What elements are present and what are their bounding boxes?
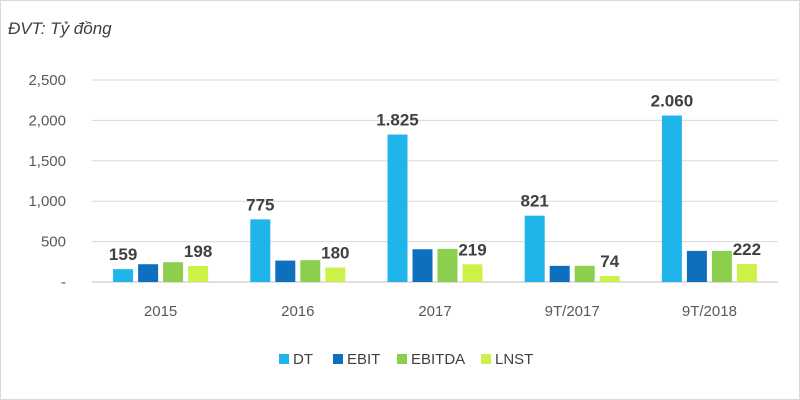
bar-dt xyxy=(250,219,271,282)
bar-lnst xyxy=(736,264,757,282)
y-tick-label: 500 xyxy=(41,234,66,251)
x-tick-label: 2017 xyxy=(418,303,451,320)
x-tick-label: 9T/2017 xyxy=(545,303,600,320)
bar-dt xyxy=(661,115,682,282)
legend-label: EBIT xyxy=(347,351,380,368)
bar-lnst xyxy=(188,266,209,282)
x-tick-label: 2015 xyxy=(144,303,177,320)
bar-ebitda xyxy=(711,250,732,282)
bar-ebit xyxy=(412,249,433,282)
bar-lnst xyxy=(462,264,483,282)
legend-swatch xyxy=(481,354,491,364)
x-tick-label: 2016 xyxy=(281,303,314,320)
y-tick-label: 1,500 xyxy=(28,153,66,170)
data-label: 180 xyxy=(321,243,349,262)
legend-label: LNST xyxy=(495,351,533,368)
y-tick-label: 1,000 xyxy=(28,193,66,210)
data-label: 222 xyxy=(733,240,761,259)
data-label: 159 xyxy=(109,245,137,264)
bar-ebit xyxy=(138,264,159,282)
bar-ebitda xyxy=(574,265,595,282)
data-label: 2.060 xyxy=(651,92,694,111)
y-tick-label: 2,000 xyxy=(28,112,66,129)
bar-ebitda xyxy=(437,248,458,282)
bar-ebit xyxy=(686,250,707,282)
bar-ebitda xyxy=(163,262,184,282)
bar-dt xyxy=(387,134,408,282)
data-label: 775 xyxy=(246,195,274,214)
y-tick-label: 2,500 xyxy=(28,72,66,89)
data-label: 821 xyxy=(521,192,549,211)
data-label: 198 xyxy=(184,242,212,261)
y-tick-label: - xyxy=(61,274,66,291)
bar-dt xyxy=(524,215,545,282)
legend-swatch xyxy=(333,354,343,364)
legend-swatch xyxy=(397,354,407,364)
bar-lnst xyxy=(599,276,620,282)
data-label: 1.825 xyxy=(376,111,419,130)
bar-ebitda xyxy=(300,260,321,282)
bar-ebit xyxy=(275,260,296,282)
bar-ebit xyxy=(549,265,570,282)
legend-label: DT xyxy=(293,351,313,368)
bar-lnst xyxy=(325,267,346,282)
data-label: 219 xyxy=(458,240,486,259)
unit-label: ĐVT: Tỷ đồng xyxy=(8,19,112,38)
legend-swatch xyxy=(279,354,289,364)
data-label: 74 xyxy=(600,252,619,271)
bar-dt xyxy=(113,269,134,282)
legend-label: EBITDA xyxy=(411,351,465,368)
x-tick-label: 9T/2018 xyxy=(682,303,737,320)
